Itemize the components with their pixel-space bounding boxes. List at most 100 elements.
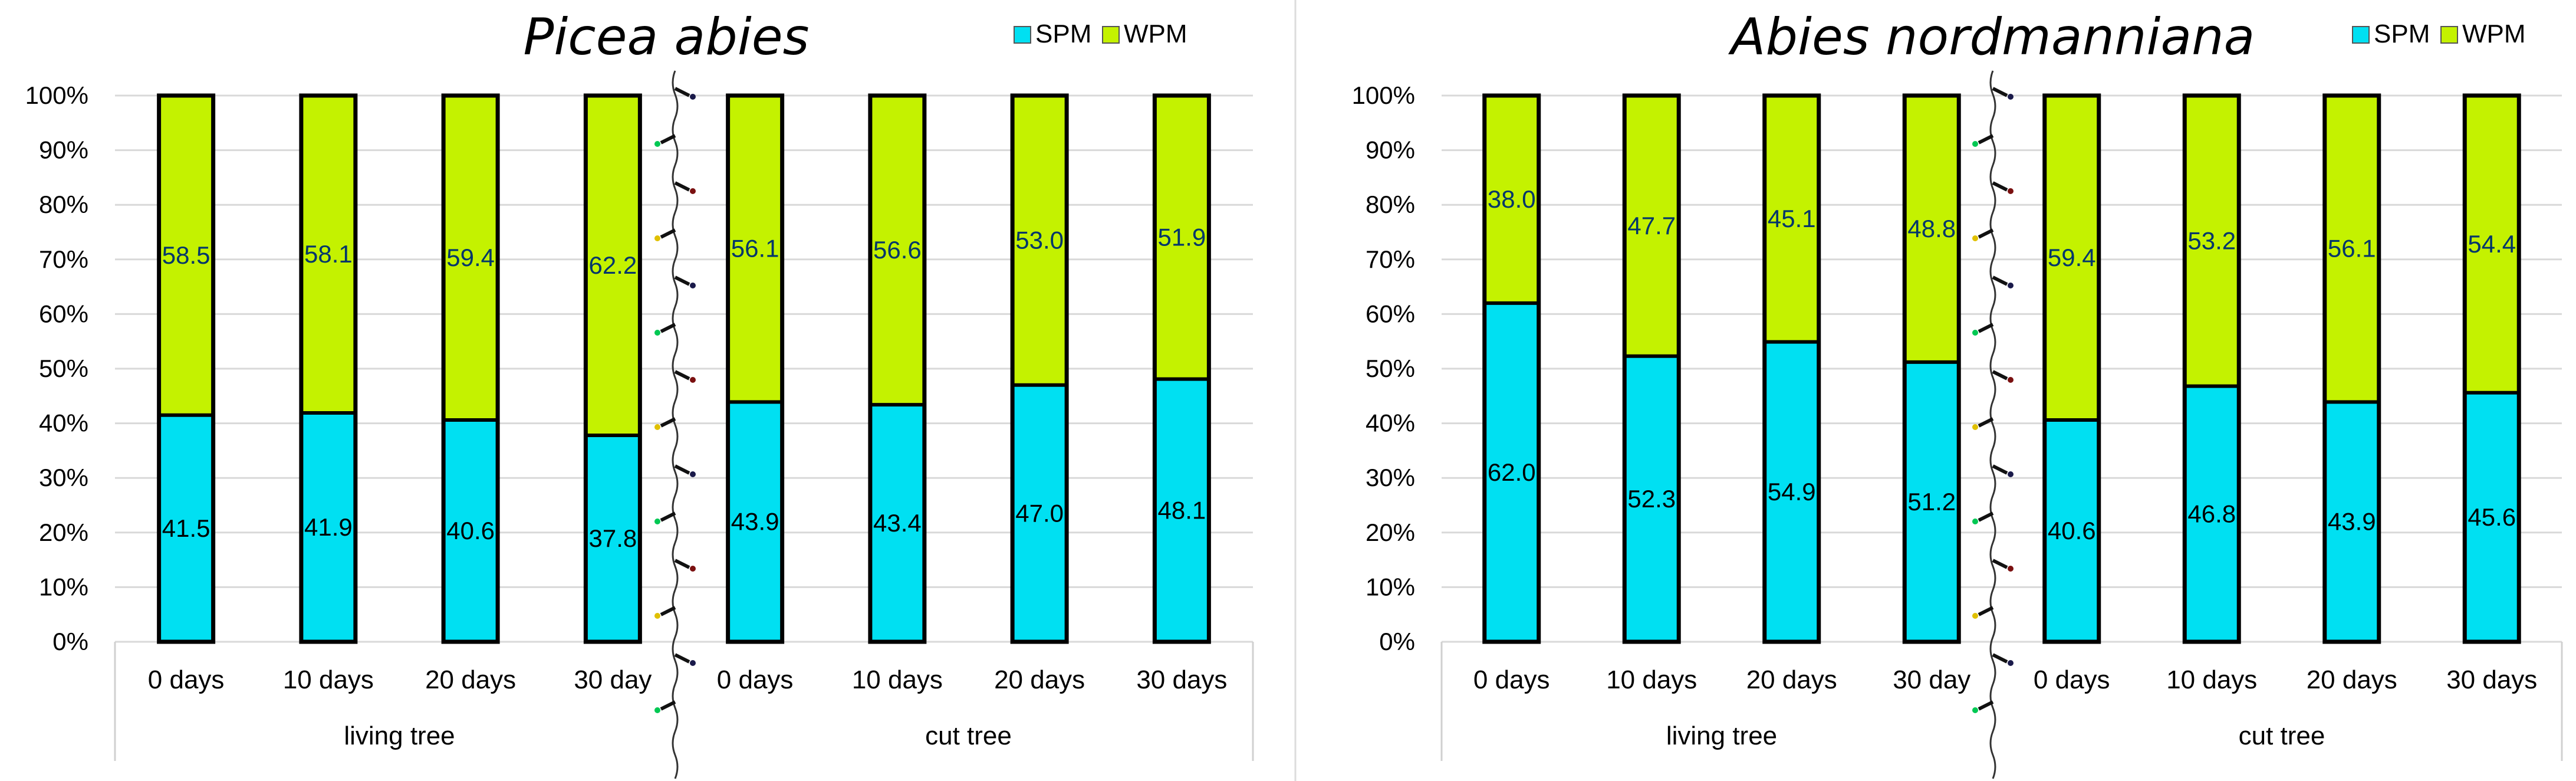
legend-swatch-spm: [1014, 26, 1031, 44]
break-bead-dot: [654, 707, 660, 713]
axis-break-string: [672, 70, 679, 779]
data-label-spm: 41.5: [162, 514, 210, 542]
data-label-spm: 62.0: [1488, 458, 1536, 486]
break-bead: [1992, 559, 2008, 569]
break-bead: [1992, 181, 2008, 192]
bar-spm: [2465, 392, 2519, 642]
data-label-wpm: 59.4: [2048, 244, 2096, 271]
bar-spm: [1154, 379, 1209, 642]
data-label-spm: 43.9: [2328, 508, 2376, 536]
bar-outline: [726, 93, 785, 644]
break-bead-dot: [654, 235, 660, 241]
data-label-wpm: 56.1: [2328, 235, 2376, 262]
y-tick-label: 90%: [1366, 136, 1415, 164]
chart-title: Picea abies: [524, 8, 810, 67]
data-label-spm: 43.4: [873, 509, 922, 537]
y-tick-label: 30%: [39, 464, 88, 491]
bar-spm: [2184, 386, 2239, 642]
bar-spm: [1012, 385, 1067, 642]
y-tick-label: 100%: [1352, 81, 1415, 109]
x-category-label: 20 days: [2307, 665, 2397, 694]
break-bead-dot: [1972, 707, 1978, 713]
bar-wpm: [2465, 96, 2519, 393]
y-tick-label: 30%: [1366, 464, 1415, 491]
data-label-spm: 40.6: [2048, 517, 2096, 544]
break-bead: [674, 87, 690, 97]
break-bead: [674, 559, 690, 569]
bar-outline: [2462, 93, 2521, 644]
bar-wpm: [1484, 96, 1539, 303]
y-tick-label: 20%: [1366, 519, 1415, 546]
x-category-label: 10 days: [1606, 665, 1697, 694]
break-bead-dot: [2008, 377, 2014, 383]
break-bead-dot: [2008, 471, 2014, 477]
data-label-wpm: 58.5: [162, 241, 210, 269]
y-tick-label: 50%: [39, 355, 88, 382]
break-bead-dot: [654, 141, 660, 147]
break-bead-dot: [654, 519, 660, 524]
break-bead-dot: [1972, 613, 1978, 619]
bar-outline: [157, 93, 216, 644]
legend-label-wpm: WPM: [2462, 19, 2526, 48]
x-category-label: 0 days: [717, 665, 794, 694]
x-category-label: 30 days: [1136, 665, 1227, 694]
break-bead-dot: [690, 94, 696, 100]
bar-spm: [1484, 303, 1539, 642]
x-category-label: 20 days: [994, 665, 1085, 694]
break-bead: [660, 228, 676, 239]
break-bead: [660, 134, 676, 145]
y-tick-label: 40%: [1366, 409, 1415, 437]
data-label-spm: 41.9: [304, 513, 353, 541]
bar-outline: [1010, 93, 1069, 644]
break-bead-dot: [654, 330, 660, 336]
bar-outline: [1762, 93, 1821, 644]
y-tick-label: 50%: [1366, 355, 1415, 382]
break-bead: [1978, 228, 1994, 239]
break-bead-dot: [2008, 283, 2014, 288]
bar-outline: [441, 93, 500, 644]
legend-label-wpm: WPM: [1124, 19, 1187, 48]
bar-outline: [1152, 93, 1211, 644]
bar-wpm: [585, 96, 640, 435]
x-category-label: 0 days: [2034, 665, 2110, 694]
x-category-label: 30 day: [574, 665, 652, 694]
break-bead: [1978, 134, 1994, 145]
bar-wpm: [159, 96, 213, 415]
x-category-label: 20 days: [425, 665, 516, 694]
break-bead-dot: [1972, 519, 1978, 524]
break-bead-dot: [1972, 424, 1978, 430]
data-label-spm: 47.0: [1015, 499, 1064, 527]
data-label-wpm: 62.2: [589, 251, 637, 279]
break-bead-dot: [654, 613, 660, 619]
bar-outline: [1482, 93, 1541, 644]
chart-panel-picea-abies: Picea abies SPM WPM 0% 10% 20% 30% 40% 50% 60% 70%…: [25, 8, 1254, 779]
data-label-spm: 54.9: [1768, 478, 1816, 506]
bar-wpm: [1904, 96, 1959, 362]
data-label-spm: 51.2: [1907, 488, 1956, 516]
y-tick-label: 40%: [39, 409, 88, 437]
bar-outline: [583, 93, 642, 644]
break-bead: [674, 464, 690, 475]
legend-swatch-wpm: [1102, 26, 1120, 44]
y-tick-label: 70%: [1366, 245, 1415, 273]
y-tick-label: 60%: [1366, 300, 1415, 327]
x-group-label: cut tree: [2239, 721, 2325, 750]
break-bead-dot: [2008, 188, 2014, 194]
x-category-label: 30 day: [1893, 665, 1970, 694]
break-bead-dot: [2008, 566, 2014, 572]
chart-panel-abies-nordmanniana: Abies nordmanniana SPM WPM 0% 10% 20% 30% 40% 50…: [1352, 8, 2563, 779]
break-bead: [1978, 606, 1994, 616]
x-category-label: 0 days: [1473, 665, 1550, 694]
bar-outline: [2322, 93, 2381, 644]
x-category-label: 30 days: [2446, 665, 2537, 694]
bar-outline: [1622, 93, 1681, 644]
data-label-wpm: 45.1: [1768, 205, 1816, 232]
bar-spm: [585, 435, 640, 642]
break-bead-dot: [690, 377, 696, 383]
x-category-label: 20 days: [1746, 665, 1837, 694]
bar-outline: [1902, 93, 1961, 644]
data-label-spm: 48.1: [1158, 496, 1206, 524]
bar-wpm: [1012, 96, 1067, 385]
data-label-wpm: 56.1: [731, 235, 779, 262]
break-bead-dot: [690, 566, 696, 572]
